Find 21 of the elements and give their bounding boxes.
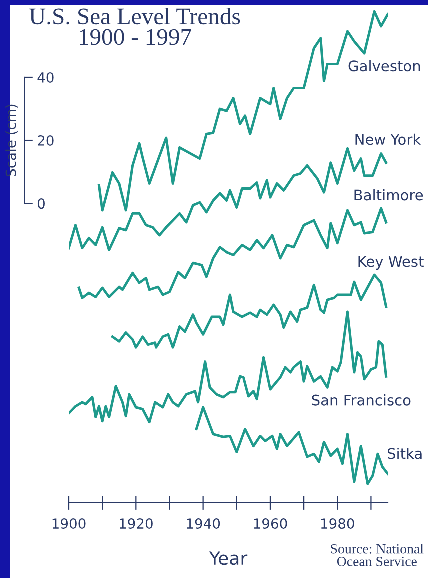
x-tick-label: 1980 xyxy=(321,518,354,530)
y-tick-label: 40 xyxy=(38,72,54,83)
x-tick-label: 1940 xyxy=(187,518,220,530)
x-tick-label: 1920 xyxy=(120,518,153,530)
y-tick-label: 0 xyxy=(38,198,45,210)
line-series xyxy=(78,207,388,300)
chart-title: U.S. Sea Level Trends 1900 - 1997 xyxy=(30,8,240,46)
line-series xyxy=(111,274,388,349)
y-axis-title: Scale (cm) xyxy=(6,104,18,177)
series-label: San Francisco xyxy=(312,394,411,406)
series-label: Baltimore xyxy=(354,189,424,201)
x-axis-title: Year xyxy=(209,552,248,566)
x-tick-label: 1900 xyxy=(52,518,86,530)
series-label: Galveston xyxy=(348,60,420,72)
x-tick-label: 1960 xyxy=(254,518,288,530)
series-label: Sitka xyxy=(388,448,422,460)
source-note: Source: National Ocean Service xyxy=(331,544,424,566)
y-tick-label: 20 xyxy=(38,136,54,146)
series-label: New York xyxy=(356,134,422,146)
line-series xyxy=(195,406,388,486)
series-label: Key West xyxy=(358,256,424,270)
